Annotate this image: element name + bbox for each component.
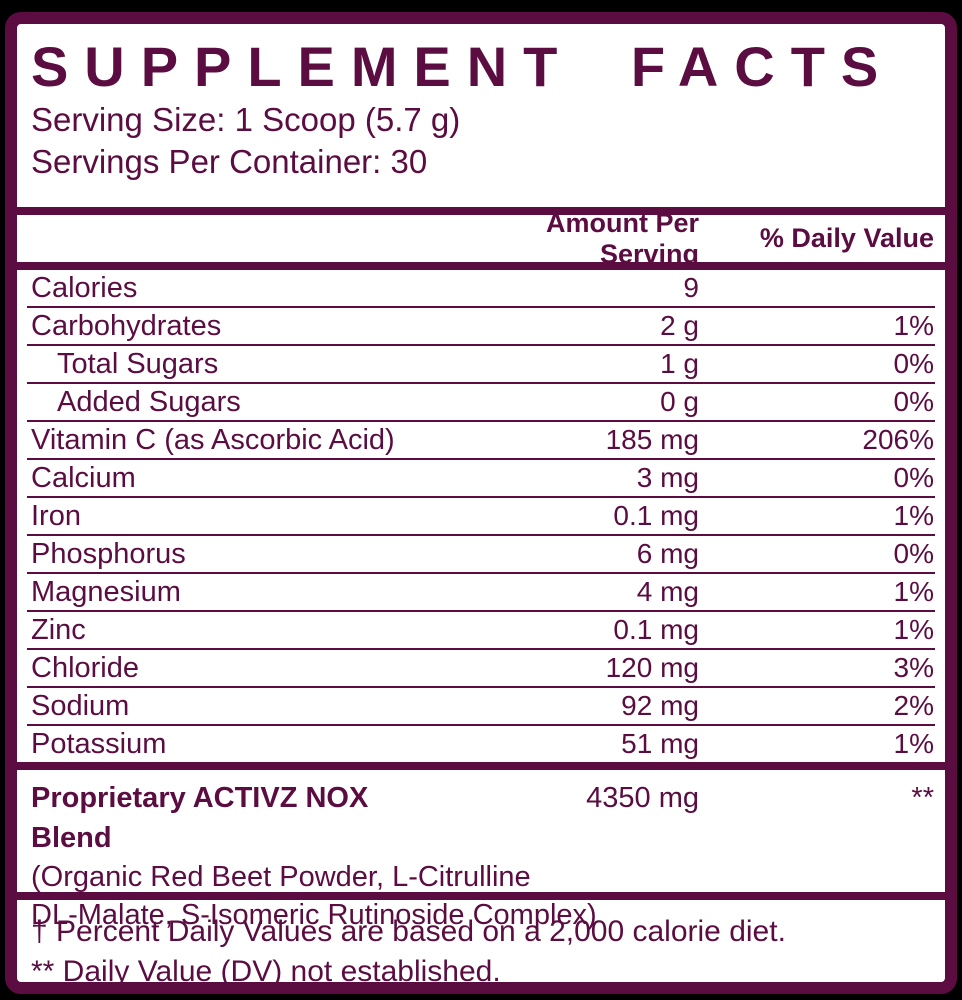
nutrient-daily-value: 1% [893,310,934,341]
nutrient-amount: 2 g [660,310,699,341]
nutrient-name: Potassium [31,727,167,760]
table-row: Sodium 92 mg 2% [17,688,945,724]
nutrient-daily-value: 0% [893,348,934,379]
nutrient-amount: 0.1 mg [613,500,699,531]
footnotes-section: † Percent Daily Values are based on a 2,… [17,900,945,988]
nutrient-name: Zinc [31,613,86,646]
blend-name: Proprietary ACTIVZ NOX Blend [31,782,369,854]
nutrient-name: Iron [31,499,81,532]
row-separator [27,458,935,460]
table-row: Iron 0.1 mg 1% [17,498,945,534]
page-title: SUPPLEMENT FACTS [31,35,895,98]
footnote-dv-not-established: ** Daily Value (DV) not established. [31,955,501,988]
nutrient-daily-value: 1% [893,728,934,759]
nutrient-amount: 92 mg [621,690,699,721]
nutrient-daily-value: 2% [893,690,934,721]
proprietary-blend-section: Proprietary ACTIVZ NOX Blend 4350 mg ** … [17,770,945,931]
nutrient-table: Calories 9 Carbohydrates 2 g 1% Total Su… [17,270,945,762]
section-divider-bar [17,762,945,770]
nutrient-name: Added Sugars [57,385,241,418]
serving-size-line: Serving Size: 1 Scoop (5.7 g) [31,101,461,138]
row-separator [27,686,935,688]
nutrient-daily-value: 206% [862,424,934,455]
table-row: Calcium 3 mg 0% [17,460,945,496]
nutrient-daily-value: 1% [893,500,934,531]
blend-row: Proprietary ACTIVZ NOX Blend 4350 mg ** [17,778,945,858]
nutrient-name: Calories [31,271,138,304]
nutrient-amount: 1 g [660,348,699,379]
nutrient-amount: 0.1 mg [613,614,699,645]
row-separator [27,572,935,574]
nutrient-daily-value: 1% [893,614,934,645]
nutrient-amount: 6 mg [636,538,699,569]
blend-ingredients-line-1: (Organic Red Beet Powder, L-Citrulline [31,861,531,893]
section-divider-bar [17,262,945,270]
title-section: SUPPLEMENT FACTS Serving Size: 1 Scoop (… [17,36,945,207]
nutrient-amount: 185 mg [605,424,699,455]
nutrient-name: Vitamin C (as Ascorbic Acid) [31,423,395,456]
nutrient-amount: 0 g [660,386,699,417]
nutrient-name: Calcium [31,461,136,494]
table-row: Zinc 0.1 mg 1% [17,612,945,648]
table-row: Carbohydrates 2 g 1% [17,308,945,344]
nutrient-name: Magnesium [31,575,181,608]
footnote-daily-values: † Percent Daily Values are based on a 2,… [31,915,786,948]
row-separator [27,534,935,536]
nutrient-name: Phosphorus [31,537,186,570]
nutrient-daily-value: 0% [893,462,934,493]
header-daily-value: % Daily Value [759,223,934,253]
section-divider-bar [17,207,945,215]
nutrient-daily-value: 0% [893,538,934,569]
row-separator [27,610,935,612]
row-separator [27,382,935,384]
row-separator [27,724,935,726]
nutrient-amount: 4 mg [636,576,699,607]
supplement-facts-panel: SUPPLEMENT FACTS Serving Size: 1 Scoop (… [5,12,957,994]
blend-daily-value: ** [911,782,934,814]
servings-per-container-line: Servings Per Container: 30 [31,143,428,180]
table-row: Phosphorus 6 mg 0% [17,536,945,572]
table-row: Magnesium 4 mg 1% [17,574,945,610]
nutrient-amount: 3 mg [636,462,699,493]
blend-ingredients-line-2: DL-Malate, S-Isomeric Rutinoside Complex… [31,899,597,931]
nutrient-name: Total Sugars [57,347,219,380]
row-separator [27,496,935,498]
table-row: Total Sugars 1 g 0% [17,346,945,382]
table-row: Vitamin C (as Ascorbic Acid) 185 mg 206% [17,422,945,458]
row-separator [27,648,935,650]
nutrient-daily-value: 0% [893,386,934,417]
row-separator [27,344,935,346]
nutrient-amount: 9 [683,272,699,303]
table-row: Potassium 51 mg 1% [17,726,945,762]
nutrient-name: Sodium [31,689,130,722]
table-row: Added Sugars 0 g 0% [17,384,945,420]
header-amount-per-serving: Amount Per Serving [545,207,699,269]
row-separator [27,420,935,422]
nutrient-name: Chloride [31,651,139,684]
row-separator [27,306,935,308]
table-header-row: Amount Per Serving % Daily Value [17,208,945,269]
nutrient-name: Carbohydrates [31,309,222,342]
nutrient-amount: 51 mg [621,728,699,759]
nutrient-daily-value: 3% [893,652,934,683]
nutrient-daily-value: 1% [893,576,934,607]
table-row: Chloride 120 mg 3% [17,650,945,686]
blend-amount: 4350 mg [586,782,699,814]
table-row: Calories 9 [17,270,945,306]
nutrient-amount: 120 mg [605,652,699,683]
section-divider-bar [17,892,945,900]
